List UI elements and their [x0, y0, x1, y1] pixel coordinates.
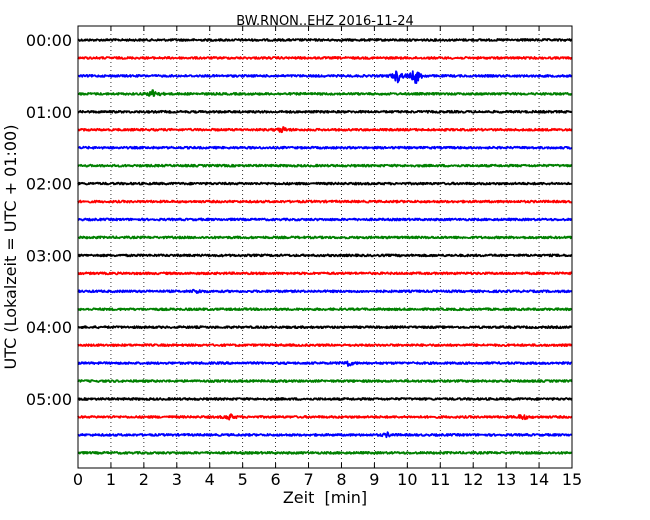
trace-row-0145: [77, 163, 573, 168]
y-axis-label: UTC (Lokalzeit = UTC + 01:00): [1, 125, 20, 370]
plot-frame: [77, 25, 573, 469]
trace-row-0500: [77, 397, 573, 401]
trace-row-0315: [77, 271, 573, 276]
x-tick-label: 13: [496, 470, 516, 489]
y-tick-label: 00:00: [26, 31, 72, 50]
chart-title: BW.RNON..EHZ 2016-11-24: [236, 14, 414, 29]
trace-row-0400: [77, 325, 573, 330]
x-tick-label: 14: [529, 470, 549, 489]
plot-background: [78, 26, 572, 468]
y-tick-labels: 00:00 01:00 02:00 03:00 04:00 05:00: [26, 31, 72, 409]
axis-ticks: [77, 26, 573, 468]
trace-row-0130: [77, 145, 573, 150]
x-tick-label: 2: [139, 470, 149, 489]
x-tick-label: 6: [271, 470, 281, 489]
trace-row-0015: [77, 56, 573, 60]
y-tick-label: 02:00: [26, 175, 72, 194]
trace-row-0115: [77, 126, 573, 134]
plot-area: [77, 25, 573, 469]
trace-row-0000: [77, 38, 573, 42]
x-tick-label: 7: [303, 470, 313, 489]
x-axis-label: Zeit [min]: [283, 488, 367, 507]
x-tick-label: 9: [369, 470, 379, 489]
trace-row-0445: [77, 379, 573, 383]
y-tick-label: 04:00: [26, 318, 72, 337]
trace-row-0415: [77, 343, 573, 348]
x-tick-label: 11: [430, 470, 450, 489]
trace-row-0030: [77, 70, 573, 85]
seismogram-traces: [77, 38, 573, 455]
y-tick-label: 01:00: [26, 103, 72, 122]
x-tick-label: 4: [205, 470, 215, 489]
x-tick-label: 0: [73, 470, 83, 489]
x-tick-label: 5: [238, 470, 248, 489]
trace-row-0230: [77, 217, 573, 222]
trace-row-0515: [77, 413, 573, 421]
x-tick-labels: 0 1 2 3 4 5 6 7 8 9 10 11 12 13 14 15: [73, 470, 582, 489]
trace-row-0545: [77, 450, 573, 455]
trace-row-0045: [77, 89, 573, 97]
x-tick-label: 1: [106, 470, 116, 489]
trace-row-0330: [77, 288, 573, 294]
trace-row-0215: [77, 199, 573, 204]
trace-row-0430: [77, 360, 573, 367]
trace-row-0245: [77, 235, 573, 240]
x-tick-label: 15: [562, 470, 582, 489]
trace-row-0100: [77, 109, 573, 114]
trace-row-0300: [77, 253, 573, 258]
x-tick-label: 3: [172, 470, 182, 489]
trace-row-0530: [77, 431, 573, 439]
y-tick-label: 05:00: [26, 390, 72, 409]
x-tick-label: 10: [397, 470, 417, 489]
vertical-gridlines: [110, 26, 540, 468]
trace-row-0200: [77, 181, 573, 186]
x-tick-label: 12: [463, 470, 483, 489]
x-tick-label: 8: [336, 470, 346, 489]
trace-row-0345: [77, 307, 573, 312]
y-tick-label: 03:00: [26, 246, 72, 265]
